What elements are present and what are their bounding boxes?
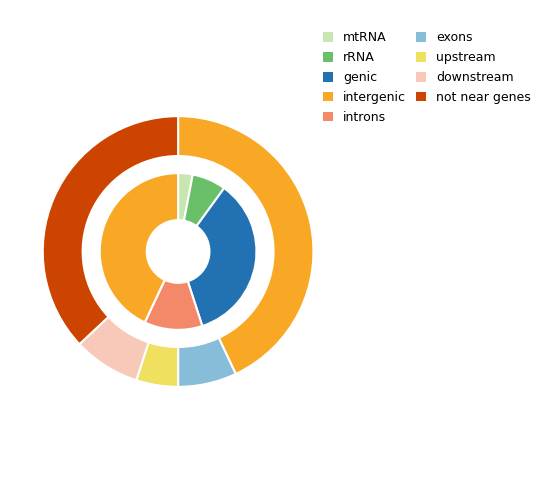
Wedge shape [178,116,313,374]
Wedge shape [100,173,178,322]
Wedge shape [136,342,178,387]
Wedge shape [184,175,224,226]
Legend: mtRNA, rRNA, genic, intergenic, introns, exons, upstream, downstream, not near g: mtRNA, rRNA, genic, intergenic, introns,… [323,31,531,124]
Wedge shape [79,317,149,380]
Wedge shape [43,116,178,344]
Wedge shape [188,188,256,326]
Wedge shape [178,338,236,387]
Wedge shape [178,173,193,221]
Wedge shape [145,280,202,330]
